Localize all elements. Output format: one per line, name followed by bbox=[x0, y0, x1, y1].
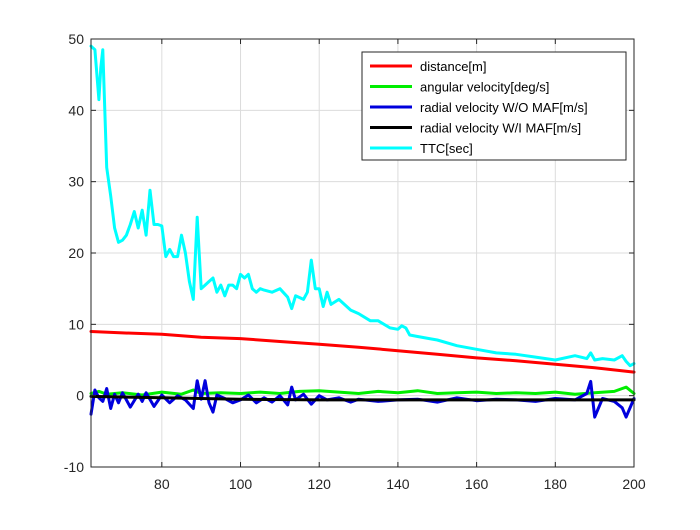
legend-label: radial velocity W/O MAF[m/s] bbox=[420, 100, 588, 115]
y-tick-label: 10 bbox=[68, 316, 84, 332]
legend: distance[m] angular velocity[deg/s] radial… bbox=[361, 51, 627, 161]
legend-label: angular velocity[deg/s] bbox=[420, 80, 549, 95]
y-tick-label: 50 bbox=[68, 31, 84, 47]
y-tick-label: 30 bbox=[68, 174, 84, 190]
legend-label: distance[m] bbox=[420, 59, 486, 74]
legend-label: TTC[sec] bbox=[420, 141, 473, 156]
x-tick-label: 80 bbox=[154, 476, 170, 492]
series-line-1 bbox=[89, 330, 636, 374]
data-series bbox=[89, 44, 636, 419]
x-tick-label: 140 bbox=[386, 476, 410, 492]
series-line-5 bbox=[89, 44, 636, 368]
y-tick-label: 0 bbox=[76, 388, 84, 404]
axis-ticks: 80 100 120 140 160 180 200 -10 0 10 20 30 40 50 bbox=[64, 31, 646, 492]
y-tick-label: 20 bbox=[68, 245, 84, 261]
x-tick-label: 100 bbox=[229, 476, 253, 492]
x-tick-label: 120 bbox=[308, 476, 332, 492]
y-tick-label: 40 bbox=[68, 102, 84, 118]
series-line-2 bbox=[89, 385, 636, 397]
series-line-4 bbox=[89, 394, 636, 402]
y-tick-label: -10 bbox=[64, 459, 84, 475]
legend-label: radial velocity W/I MAF[m/s] bbox=[420, 121, 581, 136]
x-tick-label: 160 bbox=[465, 476, 489, 492]
x-tick-label: 180 bbox=[544, 476, 568, 492]
x-tick-label: 200 bbox=[622, 476, 646, 492]
